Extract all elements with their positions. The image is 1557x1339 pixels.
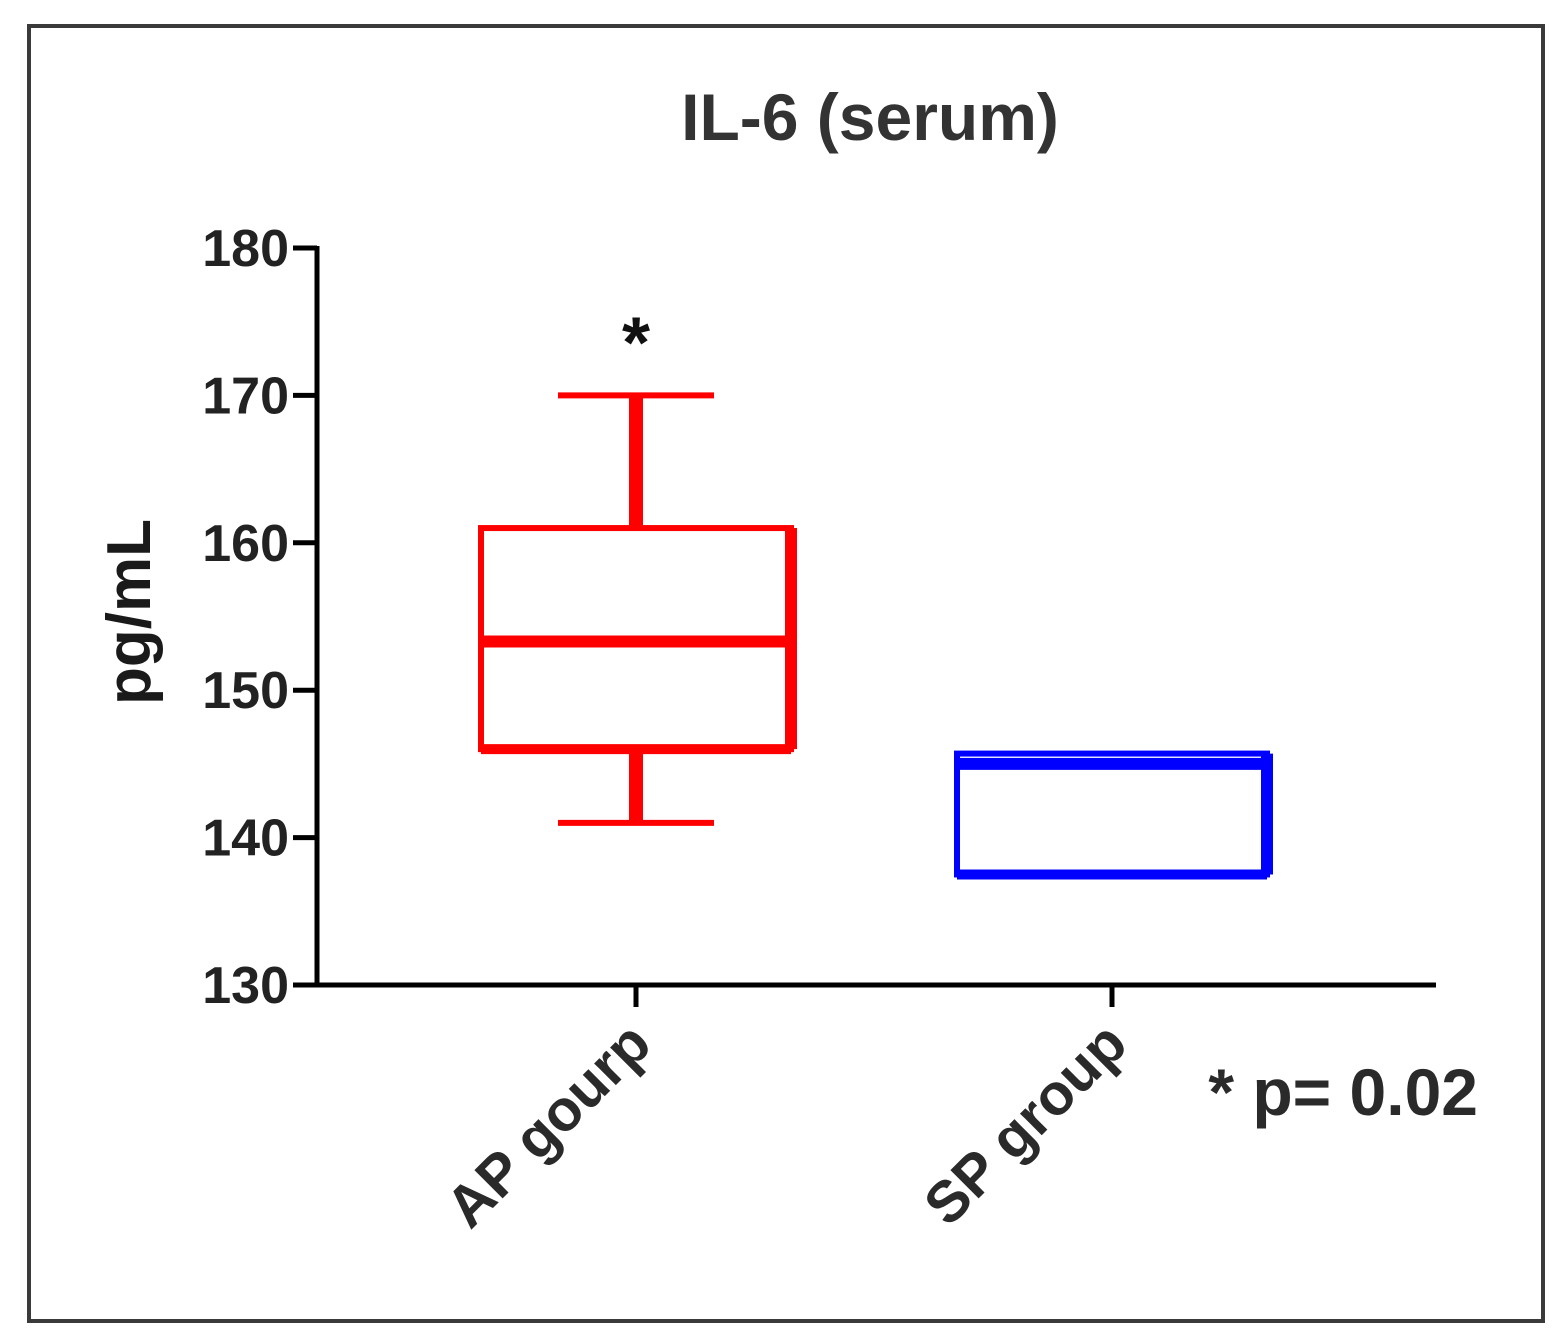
p-value-note: * p= 0.02: [1208, 1055, 1478, 1129]
y-tick-label-150: 150: [202, 662, 289, 720]
category-label-1: AP gourp: [433, 1010, 663, 1240]
y-tick-label-180: 180: [202, 220, 289, 278]
y-tick-label-130: 130: [202, 957, 289, 1015]
category-label-2: SP group: [912, 1010, 1140, 1238]
chart-frame: [27, 24, 1545, 1323]
box-2-iqr: [954, 750, 1270, 878]
y-tick-label-160: 160: [202, 515, 289, 573]
box-1-significance-marker: *: [622, 303, 650, 383]
y-tick-label-170: 170: [202, 367, 289, 425]
chart-title: IL-6 (serum): [681, 80, 1059, 154]
y-axis-label: pg/mL: [95, 519, 164, 705]
y-tick-label-140: 140: [202, 810, 289, 868]
